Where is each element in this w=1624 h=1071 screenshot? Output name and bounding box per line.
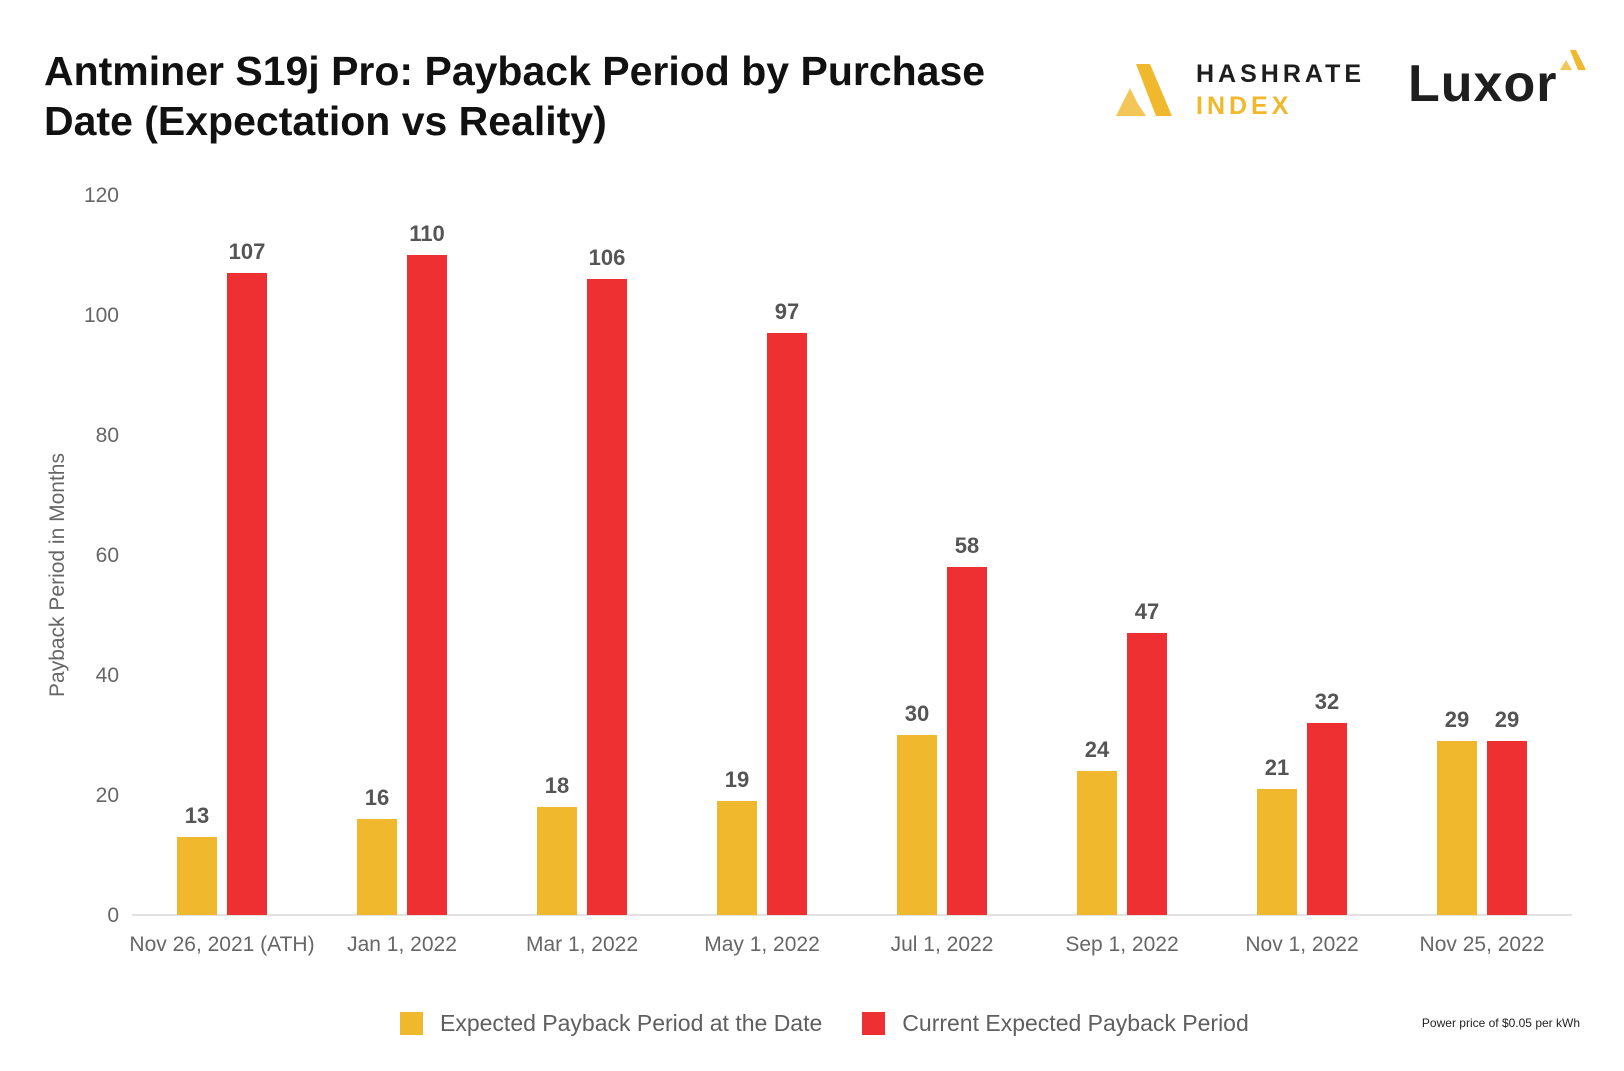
data-label-expected: 13 [185,803,209,828]
luxor-logo: Luxor [1408,46,1598,126]
x-tick-label: Jul 1, 2022 [891,933,994,956]
data-label-expected: 21 [1265,755,1289,780]
bar-current [767,333,807,915]
bar-expected [1257,789,1297,915]
data-label-expected: 16 [365,785,389,810]
legend-swatch-current [862,1012,886,1035]
data-label-current: 32 [1315,689,1339,714]
data-label-current: 97 [775,299,799,324]
bar-current [1487,741,1527,915]
legend-label-current: Current Expected Payback Period [902,1010,1249,1036]
bar-chart: 0 20 40 60 80 100 120 Payback Period in Months N… [46,184,1572,956]
data-label-current: 58 [955,533,979,558]
hashrate-index-logo-line2: INDEX [1196,92,1293,120]
bar-expected [717,801,757,915]
y-tick-label: 120 [84,184,119,207]
bar-expected [1437,741,1477,915]
y-tick-label: 100 [84,304,119,327]
bar-expected [537,807,577,915]
y-tick-label: 0 [107,904,119,927]
x-tick-label: Jan 1, 2022 [347,933,457,956]
y-tick-label: 40 [96,664,119,687]
y-tick-label: 60 [96,544,119,567]
bar-current [1307,723,1347,915]
data-label-expected: 30 [905,701,929,726]
bar-current [1127,633,1167,915]
footnote: Power price of $0.05 per kWh [1421,1016,1580,1030]
bar-expected [1077,771,1117,915]
bar-current [227,273,267,915]
data-label-expected: 24 [1085,737,1110,762]
data-label-expected: 18 [545,773,569,798]
bar-expected [177,837,217,915]
y-tick-label: 80 [96,424,119,447]
bar-current [587,279,627,915]
bar-current [407,255,447,915]
legend-item-current: Current Expected Payback Period [862,1010,1249,1037]
luxor-logo-icon [1560,50,1586,70]
data-label-current: 47 [1135,599,1159,624]
hashrate-index-logo: HASHRATE INDEX [1116,58,1366,128]
data-label-current: 29 [1495,707,1519,732]
data-label-expected: 29 [1445,707,1469,732]
legend-swatch-expected [400,1012,423,1035]
hashrate-index-logo-line1: HASHRATE [1196,60,1366,88]
luxor-logo-wordmark: Luxor [1408,55,1558,113]
x-tick-label: Sep 1, 2022 [1065,933,1178,956]
data-label-expected: 19 [725,767,749,792]
x-tick-label: May 1, 2022 [704,933,820,956]
y-tick-label: 20 [96,784,119,807]
legend-item-expected: Expected Payback Period at the Date [400,1010,822,1037]
x-tick-label: Mar 1, 2022 [526,933,638,956]
bar-expected [897,735,937,915]
hashrate-index-logo-icon [1116,64,1172,116]
x-tick-label: Nov 26, 2021 (ATH) [129,933,314,956]
bar-expected [357,819,397,915]
chart-title: Antminer S19j Pro: Payback Period by Pur… [44,48,986,144]
data-label-current: 107 [229,239,266,264]
x-tick-label: Nov 25, 2022 [1420,933,1545,956]
x-tick-label: Nov 1, 2022 [1245,933,1358,956]
legend-label-expected: Expected Payback Period at the Date [440,1010,823,1036]
y-axis-label: Payback Period in Months [46,453,69,697]
legend: Expected Payback Period at the Date Curr… [400,1010,1289,1037]
bar-current [947,567,987,915]
data-label-current: 110 [409,221,445,246]
data-label-current: 106 [589,245,626,270]
